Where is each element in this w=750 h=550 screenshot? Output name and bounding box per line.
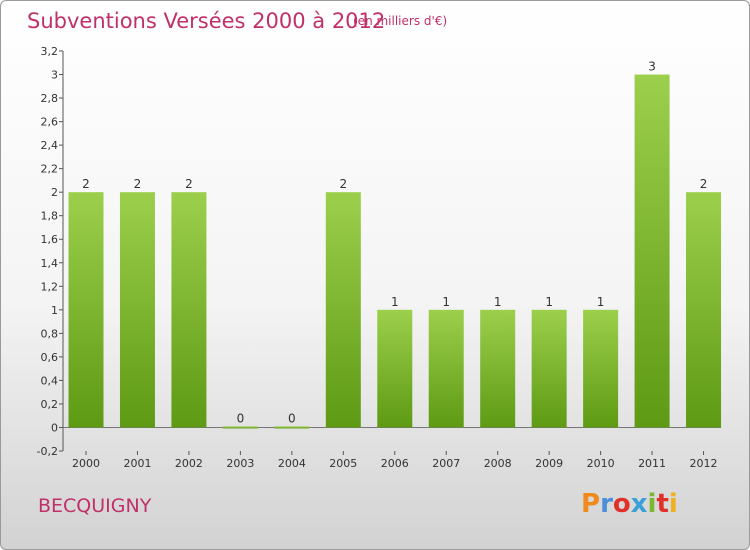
logo-letter: r: [600, 489, 613, 519]
y-tick-label: 0,8: [41, 327, 59, 340]
x-tick-label-2007: 2007: [432, 457, 460, 470]
bar-2005: [325, 192, 361, 428]
bar-2003: [222, 426, 258, 429]
value-label-2010: 1: [597, 295, 605, 309]
y-tick-label: 3,2: [41, 45, 59, 58]
bar-2009: [531, 309, 567, 428]
x-tick-label-2012: 2012: [690, 457, 718, 470]
chart-title: Subventions Versées 2000 à 2012: [27, 9, 386, 33]
x-tick-label-2008: 2008: [484, 457, 512, 470]
x-tick-label-2010: 2010: [587, 457, 615, 470]
value-label-2006: 1: [391, 295, 399, 309]
bar-2000: [68, 192, 104, 428]
bar-2007: [428, 309, 464, 428]
bar-2008: [480, 309, 516, 428]
bar-2010: [583, 309, 619, 428]
x-tick-label-2009: 2009: [535, 457, 563, 470]
y-tick-label: 1,8: [41, 210, 59, 223]
y-tick-label: 1,6: [41, 233, 59, 246]
logo-letter: i: [668, 489, 678, 519]
x-tick-label-2011: 2011: [638, 457, 666, 470]
y-tick-label: 0,2: [41, 398, 59, 411]
y-tick-label: 0,4: [41, 374, 59, 387]
x-tick-label-2002: 2002: [175, 457, 203, 470]
y-tick-label: 1,4: [41, 257, 59, 270]
y-tick-label: 3: [51, 69, 58, 82]
y-tick-label: 2,4: [41, 139, 59, 152]
commune-name: BECQUIGNY: [38, 495, 152, 517]
y-tick-label: 2,6: [41, 116, 59, 129]
x-tick-label-2004: 2004: [278, 457, 306, 470]
bar-2001: [119, 192, 155, 428]
x-tick-label-2003: 2003: [226, 457, 254, 470]
logo-letter: t: [656, 489, 669, 519]
value-label-2004: 0: [288, 411, 296, 425]
chart-subtitle: (en milliers d'€): [353, 14, 448, 28]
bar-2006: [377, 309, 413, 428]
value-label-2007: 1: [442, 295, 450, 309]
value-label-2005: 2: [339, 177, 347, 191]
x-tick-label-2001: 2001: [123, 457, 151, 470]
bar-2002: [171, 192, 207, 428]
value-label-2001: 2: [134, 177, 142, 191]
logo-letter: P: [581, 489, 601, 519]
logo-letter: x: [630, 489, 648, 519]
proxiti-logo: Proxiti: [581, 489, 678, 519]
value-label-2000: 2: [82, 177, 90, 191]
y-tick-label: 0: [51, 421, 58, 434]
logo-letter: i: [647, 489, 657, 519]
value-label-2008: 1: [494, 295, 502, 309]
value-label-2012: 2: [700, 177, 708, 191]
value-label-2002: 2: [185, 177, 193, 191]
bar-2011: [634, 74, 670, 428]
x-tick-label-2005: 2005: [329, 457, 357, 470]
y-tick-label: 0,6: [41, 351, 59, 364]
logo-letter: o: [612, 489, 631, 519]
y-tick-label: 1,2: [41, 280, 59, 293]
y-tick-label: 2: [51, 186, 58, 199]
y-tick-label: 2,8: [41, 92, 59, 105]
bar-2012: [686, 192, 722, 428]
value-label-2009: 1: [545, 295, 553, 309]
y-tick-label: -0,2: [37, 445, 58, 458]
y-tick-label: 1: [51, 304, 58, 317]
x-tick-label-2006: 2006: [381, 457, 409, 470]
y-tick-label: 2,2: [41, 163, 59, 176]
bar-2004: [274, 426, 310, 429]
x-tick-label-2000: 2000: [72, 457, 100, 470]
value-label-2003: 0: [237, 411, 245, 425]
value-label-2011: 3: [648, 60, 656, 74]
